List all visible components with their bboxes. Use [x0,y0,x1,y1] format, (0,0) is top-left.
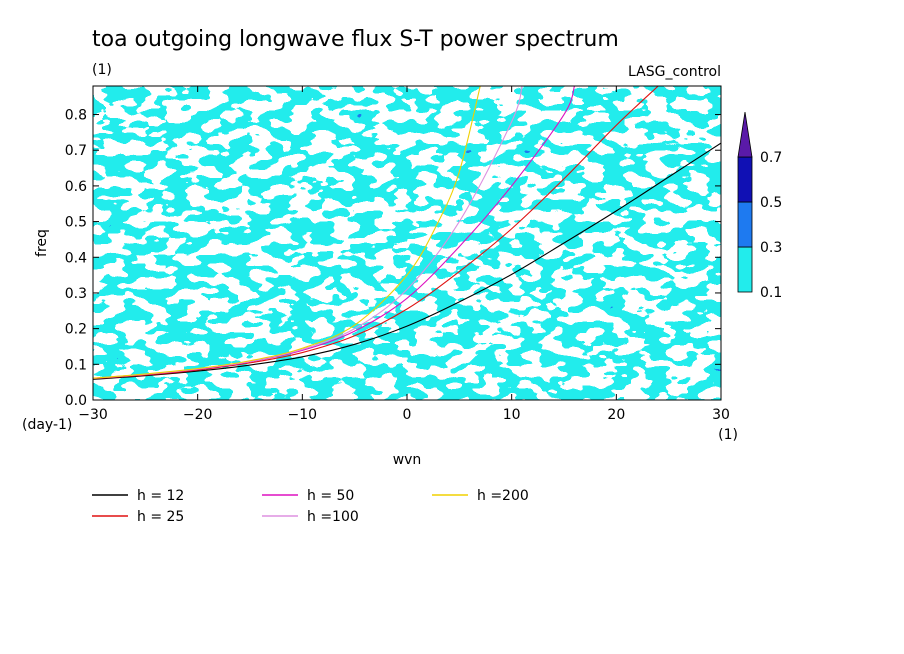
legend-item-h12: h = 12 [92,488,184,504]
colorbar-band [737,156,753,203]
x-tick-label: 10 [503,407,521,423]
y-tick-label: 0.5 [65,215,87,231]
x-axis: −30 −20 −10 0 10 20 30 [78,86,730,423]
colorbar-label: 0.3 [760,240,782,256]
y-tick-label: 0.3 [65,286,87,302]
y-tick-label: 0.1 [65,357,87,373]
legend-label: h = 12 [137,488,184,504]
dispersion-curves [93,86,721,380]
legend-item-h200: h =200 [432,488,529,504]
legend-label: h =200 [477,488,529,504]
y-axis: 0.0 0.1 0.2 0.3 0.4 0.5 0.6 0.7 0.8 [65,108,721,409]
legend-item-h50: h = 50 [262,488,354,504]
x-tick-label: −10 [288,407,318,423]
chart-subtitle-left: (1) [92,62,112,78]
dispersion-curve-h12 [93,142,721,380]
y-unit-label: (day-1) [22,417,72,433]
legend-item-h25: h = 25 [92,509,184,525]
legend-label: h = 25 [137,509,184,525]
x-tick-label: −30 [78,407,108,423]
chart-subtitle-right: LASG_control [628,64,721,80]
dispersion-curve-h25 [93,86,659,380]
colorbar-band [737,201,753,248]
legend: h = 12 h = 25 h = 50 h =100 h =200 [92,488,529,525]
y-tick-label: 0.7 [65,143,87,159]
colorbar-band [737,246,753,293]
colorbar-label: 0.5 [760,195,782,211]
colorbar-label: 0.7 [760,150,782,166]
chart-title: toa outgoing longwave flux S-T power spe… [92,27,619,52]
legend-label: h = 50 [307,488,354,504]
legend-item-h100: h =100 [262,509,359,525]
x-axis-label: wvn [393,452,422,468]
colorbar: 0.1 0.3 0.5 0.7 [737,111,782,301]
legend-label: h =100 [307,509,359,525]
x-tick-label: −20 [183,407,213,423]
x-unit-label: (1) [718,427,738,443]
y-tick-label: 0.2 [65,322,87,338]
power-spectrum-field [93,86,721,400]
dispersion-curve-h200 [93,86,481,379]
colorbar-label: 0.1 [760,285,782,301]
y-tick-label: 0.6 [65,179,87,195]
colorbar-extend-triangle [737,111,753,158]
x-tick-label: 30 [712,407,730,423]
y-axis-label: freq [34,229,50,257]
x-tick-label: 20 [607,407,625,423]
y-tick-label: 0.0 [65,393,87,409]
y-tick-label: 0.8 [65,108,87,124]
plot-area [92,85,722,401]
y-tick-label: 0.4 [65,250,87,266]
x-tick-label: 0 [403,407,412,423]
